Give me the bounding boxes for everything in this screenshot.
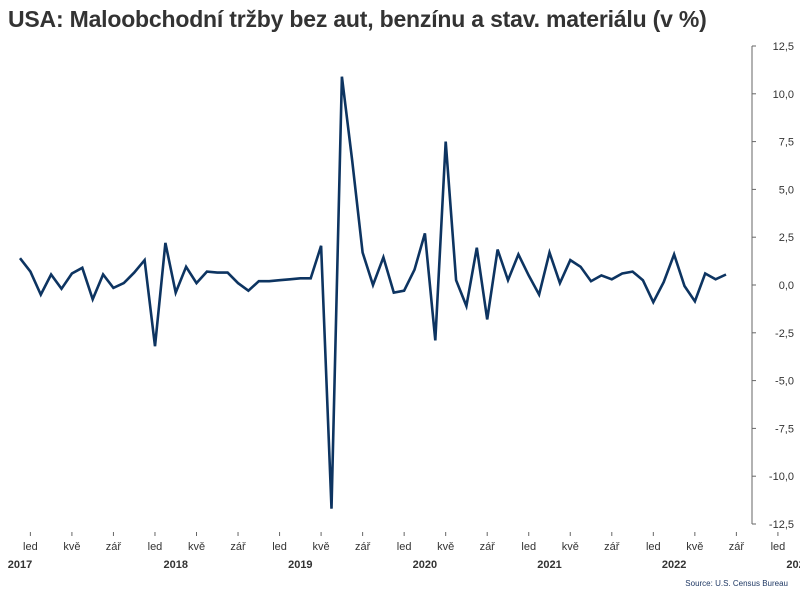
x-year-label: 2017 [8,559,32,571]
x-tick-label: kvě [686,541,703,553]
x-tick-label: kvě [313,541,330,553]
source-note: Source: U.S. Census Bureau [685,579,788,588]
y-tick-label: 7,5 [779,137,794,149]
x-tick-label: led [23,541,38,553]
x-tick-label: led [521,541,536,553]
chart-title: USA: Maloobchodní tržby bez aut, benzínu… [8,6,707,32]
x-tick-label: zář [230,541,246,553]
y-tick-label: -12,5 [769,519,794,531]
x-year-label: 2018 [163,559,187,571]
y-tick-label: 12,5 [773,41,794,53]
y-tick-label: -7,5 [775,423,794,435]
y-tick-label: -10,0 [769,471,794,483]
y-tick-label: -2,5 [775,328,794,340]
x-year-label: 2020 [413,559,437,571]
y-tick-label: 5,0 [779,184,794,196]
x-axis: led kvě zář led kvě zář led kvě zář led kvě zář led k… [8,532,800,571]
x-year-label: 2022 [662,559,686,571]
y-tick-label: 10,0 [773,89,794,101]
x-tick-label: zář [480,541,496,553]
x-year-label: 2021 [537,559,561,571]
x-tick-label: zář [729,541,745,553]
series-group [18,76,727,509]
x-tick-label: led [646,541,661,553]
y-tick-label: 2,5 [779,232,794,244]
x-tick-label: zář [106,541,122,553]
x-tick-label: kvě [437,541,454,553]
x-tick-label: kvě [63,541,80,553]
x-tick-label: zář [604,541,620,553]
x-tick-label: kvě [562,541,579,553]
x-tick-label: led [148,541,163,553]
y-tick-label: 0,0 [779,280,794,292]
x-year-label: 2023 [786,559,800,571]
x-tick-label: led [771,541,786,553]
x-year-label: 2019 [288,559,312,571]
x-tick-label: zář [355,541,371,553]
series-line [18,76,727,509]
x-tick-label: led [397,541,412,553]
y-tick-label: -5,0 [775,376,794,388]
y-axis: 12,5 10,0 7,5 5,0 2,5 0,0 -2,5 -5,0 -7,5 -10,0 -12… [751,41,794,531]
x-tick-label: led [272,541,287,553]
x-tick-label: kvě [188,541,205,553]
